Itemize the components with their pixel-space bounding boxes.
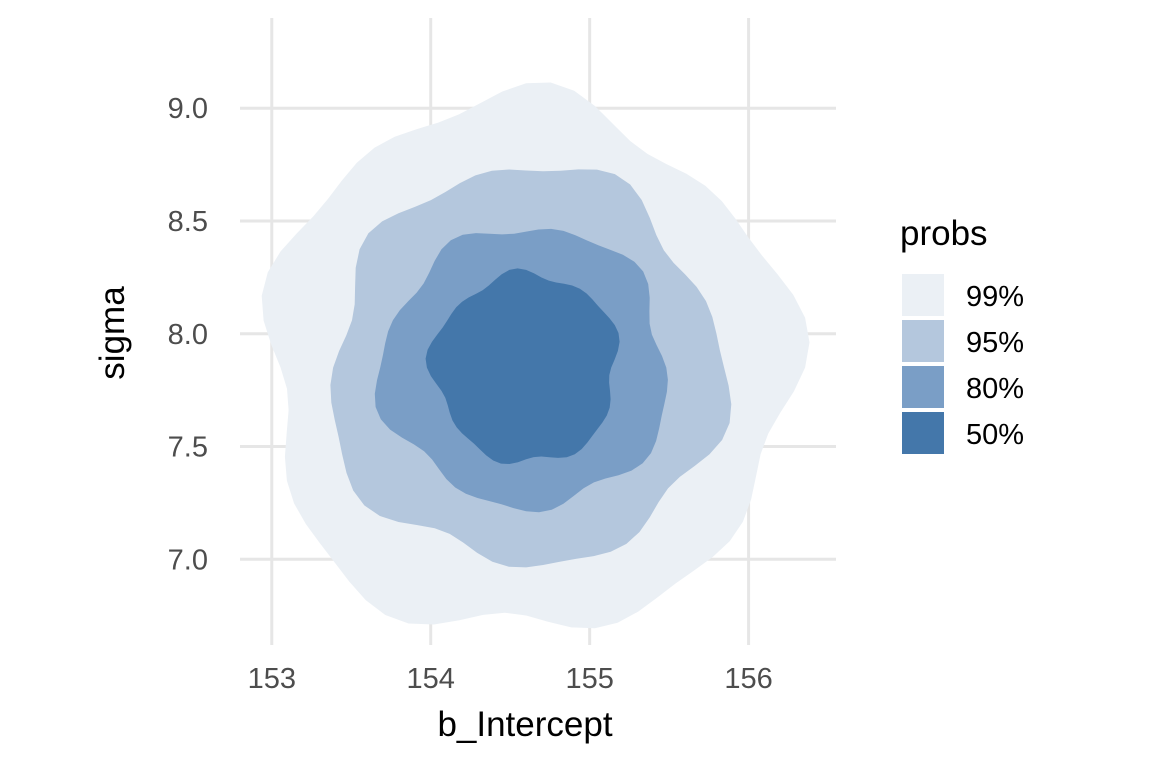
legend-label: 50%	[966, 419, 1024, 451]
legend: probs 99% 95% 80% 50%	[900, 214, 1024, 454]
x-tick-label: 155	[565, 663, 613, 695]
y-tick-labels: 7.0 7.5 8.0 8.5 9.0	[168, 93, 208, 576]
x-tick-label: 153	[248, 663, 296, 695]
density-contours	[261, 82, 810, 629]
y-tick-label: 8.5	[168, 206, 208, 238]
x-tick-label: 154	[407, 663, 455, 695]
legend-label: 95%	[966, 327, 1024, 359]
legend-swatch	[902, 366, 944, 408]
x-axis-title: b_Intercept	[437, 705, 612, 744]
y-tick-label: 7.5	[168, 432, 208, 464]
y-tick-label: 7.0	[168, 544, 208, 576]
legend-items: 99% 95% 80% 50%	[902, 274, 1024, 454]
y-tick-label: 9.0	[168, 93, 208, 125]
y-tick-label: 8.0	[168, 319, 208, 351]
x-tick-label: 156	[724, 663, 772, 695]
legend-label: 99%	[966, 281, 1024, 313]
contour-50pct	[425, 268, 620, 464]
y-axis-title: sigma	[93, 286, 132, 380]
legend-label: 80%	[966, 373, 1024, 405]
legend-swatch	[902, 320, 944, 362]
legend-title: probs	[900, 214, 988, 253]
legend-swatch	[902, 412, 944, 454]
legend-swatch	[902, 274, 944, 316]
x-tick-labels: 153 154 155 156	[248, 663, 773, 695]
